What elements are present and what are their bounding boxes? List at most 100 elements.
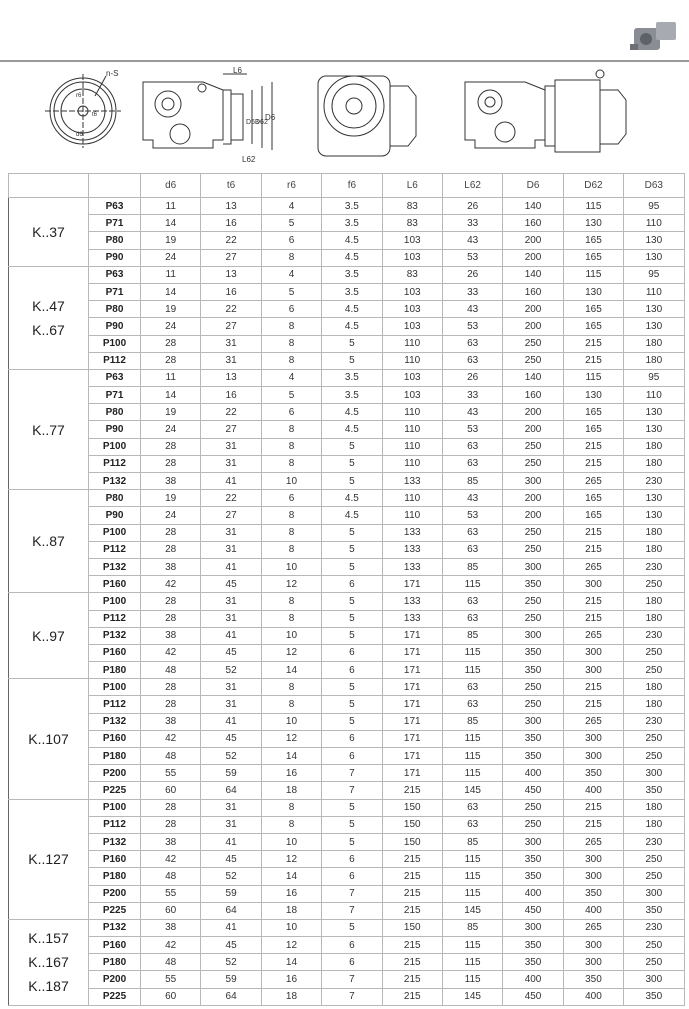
value-cell: 28 [139, 609, 202, 628]
value-cell: 52 [200, 746, 262, 766]
svg-text:D62: D62 [255, 119, 268, 126]
value-cell: 130 [562, 214, 625, 233]
value-cell: 3.5 [321, 282, 383, 302]
value-cell: 5 [321, 437, 383, 456]
value-cell: 115 [441, 953, 504, 972]
gearbox-side-view-1: L6 D63 D62 D6 L62 [142, 66, 276, 164]
value-cell: 27 [200, 420, 262, 439]
value-cell: 140 [502, 368, 564, 388]
value-cell: 45 [200, 643, 262, 663]
value-cell: 265 [562, 712, 625, 731]
value-cell: 64 [200, 987, 262, 1006]
value-cell: 10 [260, 712, 323, 731]
value-cell: 130 [562, 282, 625, 302]
svg-text:t6: t6 [92, 112, 98, 118]
value-cell: 7 [321, 884, 383, 903]
value-cell: 350 [502, 746, 564, 766]
model-label: K..107 [28, 730, 69, 747]
flange-cell: P80 [88, 300, 141, 319]
value-cell: 110 [381, 420, 443, 439]
value-cell: 53 [441, 420, 504, 439]
value-cell: 8 [260, 798, 323, 817]
value-cell: 31 [200, 815, 262, 834]
table-row: P80 19 22 6 4.5 103 43 200 165 130 [9, 231, 685, 250]
model-cell: K..77 [8, 368, 89, 491]
value-cell: 265 [562, 626, 625, 645]
value-cell: 103 [381, 300, 443, 319]
value-cell: 28 [139, 540, 202, 559]
value-cell: 12 [260, 729, 323, 749]
value-cell: 215 [562, 592, 625, 611]
value-cell: 6 [321, 661, 383, 680]
value-cell: 200 [502, 420, 564, 439]
column-header: t6 [200, 173, 262, 198]
flange-cell: P112 [88, 695, 141, 714]
table-row: P180 48 52 14 6 171 115 350 300 250 [9, 746, 685, 766]
value-cell: 41 [200, 626, 262, 645]
table-row: K..77 P63 11 13 4 3.5 103 26 140 115 95 [8, 368, 685, 491]
value-cell: 28 [139, 454, 202, 474]
value-cell: 14 [139, 386, 202, 405]
value-cell: 300 [623, 970, 685, 989]
flange-cell: P100 [88, 334, 141, 353]
value-cell: 215 [562, 678, 625, 697]
value-cell: 400 [502, 764, 564, 783]
value-cell: 350 [502, 661, 564, 680]
value-cell: 300 [562, 729, 625, 749]
gearbox-front-view [317, 75, 417, 157]
value-cell: 41 [200, 557, 262, 577]
flange-cell: P132 [88, 832, 141, 852]
value-cell: 180 [623, 540, 685, 559]
column-header: D6 [502, 173, 564, 198]
value-cell: 230 [623, 626, 685, 645]
value-cell: 19 [139, 300, 202, 319]
value-cell: 350 [623, 901, 685, 920]
value-cell: 250 [623, 850, 685, 869]
value-cell: 53 [441, 317, 504, 336]
value-cell: 48 [139, 953, 202, 972]
value-cell: 31 [200, 437, 262, 456]
value-cell: 16 [200, 386, 262, 405]
value-cell: 250 [502, 678, 564, 697]
value-cell: 6 [321, 746, 383, 766]
column-header: d6 [139, 173, 202, 198]
value-cell: 450 [502, 781, 564, 800]
flange-cell: P132 [88, 626, 141, 645]
value-cell: 150 [381, 832, 443, 852]
value-cell: 8 [260, 334, 323, 353]
value-cell: 38 [139, 557, 202, 577]
value-cell: 171 [381, 643, 443, 663]
value-cell: 5 [321, 918, 383, 938]
value-cell: 4.5 [321, 231, 383, 250]
value-cell: 130 [562, 386, 625, 405]
value-cell: 5 [321, 832, 383, 852]
flange-cell: P100 [88, 523, 141, 542]
value-cell: 250 [502, 334, 564, 353]
value-cell: 4.5 [321, 420, 383, 439]
column-header [8, 173, 89, 198]
value-cell: 300 [562, 953, 625, 972]
value-cell: 48 [139, 867, 202, 886]
model-label: K..97 [32, 627, 65, 644]
value-cell: 300 [502, 712, 564, 731]
value-cell: 28 [139, 351, 202, 370]
value-cell: 350 [562, 884, 625, 903]
value-cell: 250 [502, 351, 564, 370]
model-label: K..127 [28, 851, 69, 868]
value-cell: 215 [381, 867, 443, 886]
value-cell: 63 [441, 815, 504, 834]
value-cell: 200 [502, 506, 564, 525]
value-cell: 215 [562, 437, 625, 456]
value-cell: 12 [260, 643, 323, 663]
value-cell: 31 [200, 798, 262, 817]
value-cell: 171 [381, 712, 443, 731]
table-row: P200 55 59 16 7 171 115 400 350 300 [9, 764, 685, 783]
value-cell: 180 [623, 695, 685, 714]
value-cell: 60 [139, 987, 202, 1006]
value-cell: 3.5 [321, 265, 383, 284]
value-cell: 5 [321, 626, 383, 645]
model-label: K..77 [32, 421, 65, 438]
value-cell: 14 [139, 214, 202, 233]
flange-cell: P63 [88, 196, 141, 216]
value-cell: 110 [381, 454, 443, 474]
